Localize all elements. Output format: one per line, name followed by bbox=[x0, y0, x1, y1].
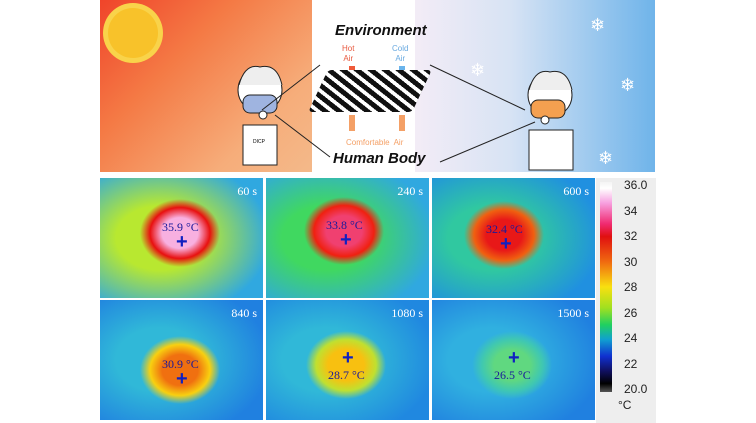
connector-lines bbox=[261, 64, 536, 163]
snowflake-icon: ❄ bbox=[470, 60, 486, 80]
colorbar-tick-label: 26 bbox=[624, 305, 638, 320]
max-temperature-label: 26.5 °C bbox=[494, 368, 531, 382]
snowflake-icon: ❄ bbox=[620, 75, 636, 95]
thermal-image-panel: 240 s 33.8 °C + bbox=[266, 178, 429, 298]
thermal-image-panel: 1080 s 28.7 °C + bbox=[266, 300, 429, 420]
fabric-mesh-icon bbox=[308, 70, 432, 112]
elapsed-time-label: 840 s bbox=[231, 306, 257, 320]
hot-air-label: Hot Air bbox=[342, 44, 355, 63]
comfortable-air-arrow bbox=[349, 115, 355, 131]
colorbar-gradient bbox=[600, 182, 612, 392]
colorbar-tick-label: 22 bbox=[624, 356, 638, 371]
max-temperature-label: 28.7 °C bbox=[328, 368, 365, 382]
comfortable-air-label: Comfortable Air bbox=[346, 138, 404, 147]
colorbar-tick-label: 20.0 bbox=[624, 382, 648, 396]
colorbar-tick-label: 28 bbox=[624, 280, 638, 294]
max-temperature-label: 33.8 °C bbox=[326, 218, 363, 232]
shirt-label: DICP bbox=[253, 139, 266, 145]
elapsed-time-label: 1080 s bbox=[391, 306, 423, 320]
elapsed-time-label: 240 s bbox=[397, 184, 423, 198]
colorbar-unit-label: °C bbox=[618, 398, 632, 412]
snowflake-icon: ❄ bbox=[598, 148, 614, 168]
max-temperature-label: 30.9 °C bbox=[162, 357, 199, 371]
colorbar-tick-label: 30 bbox=[624, 254, 638, 269]
elapsed-time-label: 1500 s bbox=[557, 306, 589, 320]
temperature-colorbar: 36.0 34 32 30 28 26 24 22 20.0 °C bbox=[596, 178, 656, 423]
crosshair-icon: + bbox=[176, 368, 188, 390]
snowflake-icon: ❄ bbox=[590, 15, 606, 35]
colorbar-tick-label: 36.0 bbox=[624, 178, 648, 192]
colorbar-tick-label: 32 bbox=[624, 229, 638, 243]
colorbar-tick-label: 34 bbox=[624, 203, 638, 218]
cold-air-label: Cold Air bbox=[392, 44, 409, 63]
crosshair-icon: + bbox=[340, 229, 352, 251]
elapsed-time-label: 600 s bbox=[563, 184, 589, 198]
crosshair-icon: + bbox=[500, 233, 512, 255]
environment-label: Environment bbox=[335, 22, 427, 39]
thermal-image-panel: 840 s 30.9 °C + bbox=[100, 300, 263, 420]
boy-with-mask-hot: DICP bbox=[237, 65, 283, 166]
sun-icon bbox=[108, 8, 158, 58]
max-temperature-label: 35.9 °C bbox=[162, 220, 199, 234]
comfortable-air-arrow bbox=[399, 115, 405, 131]
thermal-image-panel: 1500 s 26.5 °C + bbox=[432, 300, 595, 420]
elapsed-time-label: 60 s bbox=[237, 184, 257, 198]
thermal-image-panel: 60 s 35.9 °C + bbox=[100, 178, 263, 298]
max-temperature-label: 32.4 °C bbox=[486, 222, 523, 236]
colorbar-tick-label: 24 bbox=[624, 331, 638, 345]
boy-with-mask-cold bbox=[527, 70, 574, 171]
human-body-label: Human Body bbox=[333, 150, 426, 167]
crosshair-icon: + bbox=[176, 231, 188, 253]
thermal-image-panel: 600 s 32.4 °C + bbox=[432, 178, 595, 298]
crosshair-icon: + bbox=[508, 347, 520, 369]
crosshair-icon: + bbox=[342, 347, 354, 369]
